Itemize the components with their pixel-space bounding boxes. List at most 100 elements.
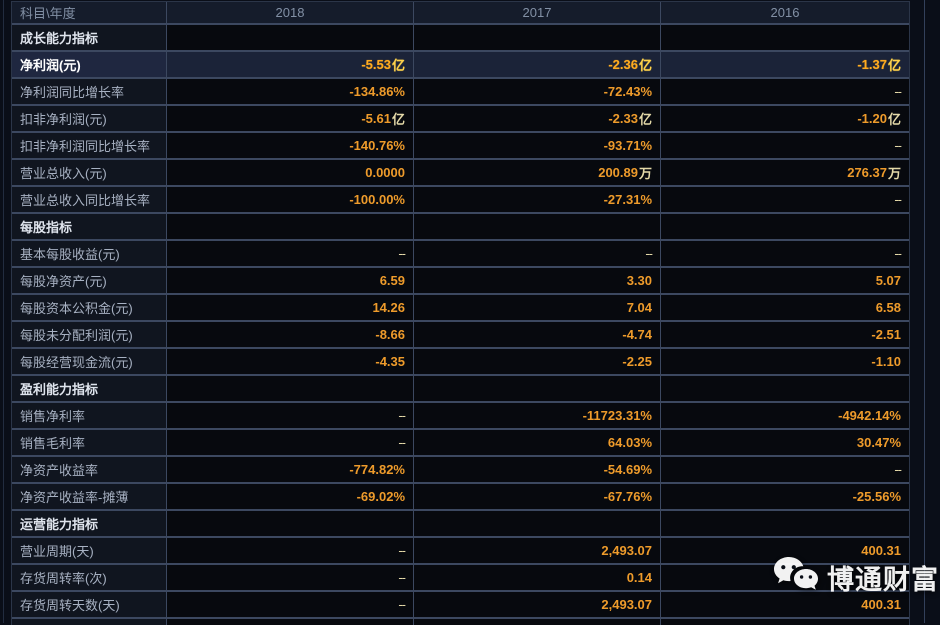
metric-value: 276.37 万 (661, 160, 909, 185)
partial-cell (414, 619, 660, 625)
metric-value: -2.25 (414, 349, 660, 374)
metric-value: -4.74 (414, 322, 660, 347)
table-row[interactable]: 营业总收入同比增长率 -100.00% -27.31% -- (12, 187, 909, 212)
table-row[interactable]: 每股经营现金流(元) -4.35 -2.25 -1.10 (12, 349, 909, 374)
metric-value: -- (167, 241, 413, 266)
metric-label: 净利润同比增长率 (12, 79, 166, 104)
metric-value: -- (414, 241, 660, 266)
metric-value (414, 214, 660, 239)
metric-value: 64.03% (414, 430, 660, 455)
metric-value: -69.02% (167, 484, 413, 509)
metric-value: -2.36 亿 (414, 52, 660, 77)
metric-value (661, 214, 909, 239)
metric-value: -4942.14% (661, 403, 909, 428)
table-row[interactable]: 营业总收入(元) 0.0000 200.89 万 276.37 万 (12, 160, 909, 185)
metric-value: 400.31 (661, 592, 909, 617)
metric-value: 2,493.07 (414, 538, 660, 563)
table-row[interactable]: 存货周转天数(天) -- 2,493.07 400.31 (12, 592, 909, 617)
table-row[interactable]: 净利润(元) -5.53 亿 -2.36 亿 -1.37 亿 (12, 52, 909, 77)
metric-value: -8.66 (167, 322, 413, 347)
metric-value: -- (661, 241, 909, 266)
header-year-2018: 2018 (167, 2, 413, 23)
partial-cell (661, 619, 909, 625)
table-row[interactable]: 每股未分配利润(元) -8.66 -4.74 -2.51 (12, 322, 909, 347)
metric-value: -1.37 亿 (661, 52, 909, 77)
metric-value: -72.43% (414, 79, 660, 104)
metric-value: -1.20 亿 (661, 106, 909, 131)
section-row: 成长能力指标 (12, 25, 909, 50)
metric-value (167, 214, 413, 239)
metric-label: 扣非净利润(元) (12, 106, 166, 131)
table-row[interactable]: 净利润同比增长率 -134.86% -72.43% -- (12, 79, 909, 104)
section-row: 运营能力指标 (12, 511, 909, 536)
metric-value: -27.31% (414, 187, 660, 212)
table-row[interactable]: 基本每股收益(元) -- -- -- (12, 241, 909, 266)
metric-value: -- (661, 457, 909, 482)
metric-value (414, 511, 660, 536)
metric-value: -- (167, 592, 413, 617)
metric-value: -- (167, 538, 413, 563)
metric-label: 每股未分配利润(元) (12, 322, 166, 347)
metric-value: 14.26 (167, 295, 413, 320)
table-row[interactable]: 净资产收益率-摊薄 -69.02% -67.76% -25.56% (12, 484, 909, 509)
page-right-border (924, 0, 925, 623)
section-label: 成长能力指标 (12, 25, 166, 50)
table-row[interactable]: 每股资本公积金(元) 14.26 7.04 6.58 (12, 295, 909, 320)
metric-value: -774.82% (167, 457, 413, 482)
table-row[interactable]: 每股净资产(元) 6.59 3.30 5.07 (12, 268, 909, 293)
metric-value: -93.71% (414, 133, 660, 158)
section-row: 每股指标 (12, 214, 909, 239)
metric-value: -- (167, 403, 413, 428)
metric-label: 扣非净利润同比增长率 (12, 133, 166, 158)
metric-value: 5.07 (661, 268, 909, 293)
table-row[interactable]: 营业周期(天) -- 2,493.07 400.31 (12, 538, 909, 563)
partial-cell (12, 619, 166, 625)
table-row[interactable]: 扣非净利润(元) -5.61 亿 -2.33 亿 -1.20 亿 (12, 106, 909, 131)
metric-value: 6.59 (167, 268, 413, 293)
table-row[interactable]: 销售毛利率 -- 64.03% 30.47% (12, 430, 909, 455)
metric-label: 净资产收益率 (12, 457, 166, 482)
metric-value: 200.89 万 (414, 160, 660, 185)
metric-label: 存货周转率(次) (12, 565, 166, 590)
financial-indicators-table: 科目\年度 2018 2017 2016 成长能力指标 净利润(元) -5.53 亿 -… (12, 2, 909, 625)
metric-value: 3.30 (414, 268, 660, 293)
metric-value: -5.61 亿 (167, 106, 413, 131)
metric-value: -140.76% (167, 133, 413, 158)
metric-value: 0.0000 (167, 160, 413, 185)
metric-label: 销售毛利率 (12, 430, 166, 455)
table-header-row: 科目\年度 2018 2017 2016 (12, 2, 909, 23)
metric-label: 营业总收入同比增长率 (12, 187, 166, 212)
section-label: 运营能力指标 (12, 511, 166, 536)
table-row[interactable]: 净资产收益率 -774.82% -54.69% -- (12, 457, 909, 482)
metric-label: 存货周转天数(天) (12, 592, 166, 617)
partial-row (12, 619, 909, 625)
metric-value: 2,493.07 (414, 592, 660, 617)
metric-value: 0.14 (414, 565, 660, 590)
metric-value (661, 25, 909, 50)
metric-value (414, 376, 660, 401)
metric-label: 销售净利率 (12, 403, 166, 428)
metric-value: -2.33 亿 (414, 106, 660, 131)
metric-value (661, 511, 909, 536)
metric-value: 30.47% (661, 430, 909, 455)
section-label: 每股指标 (12, 214, 166, 239)
metric-label: 每股净资产(元) (12, 268, 166, 293)
metric-value: 400.31 (661, 538, 909, 563)
metric-value: -- (661, 187, 909, 212)
metric-value: -67.76% (414, 484, 660, 509)
table-row[interactable]: 销售净利率 -- -11723.31% -4942.14% (12, 403, 909, 428)
metric-value: -5.53 亿 (167, 52, 413, 77)
metric-label: 营业周期(天) (12, 538, 166, 563)
table-row[interactable]: 存货周转率(次) -- 0.14 (12, 565, 909, 590)
metric-value (167, 25, 413, 50)
header-year-2017: 2017 (414, 2, 660, 23)
metric-value (167, 376, 413, 401)
metric-label: 营业总收入(元) (12, 160, 166, 185)
metric-label: 净资产收益率-摊薄 (12, 484, 166, 509)
table-row[interactable]: 扣非净利润同比增长率 -140.76% -93.71% -- (12, 133, 909, 158)
metric-value: -25.56% (661, 484, 909, 509)
metric-value: -- (167, 565, 413, 590)
metric-value (414, 25, 660, 50)
section-label: 盈利能力指标 (12, 376, 166, 401)
metric-value: -100.00% (167, 187, 413, 212)
